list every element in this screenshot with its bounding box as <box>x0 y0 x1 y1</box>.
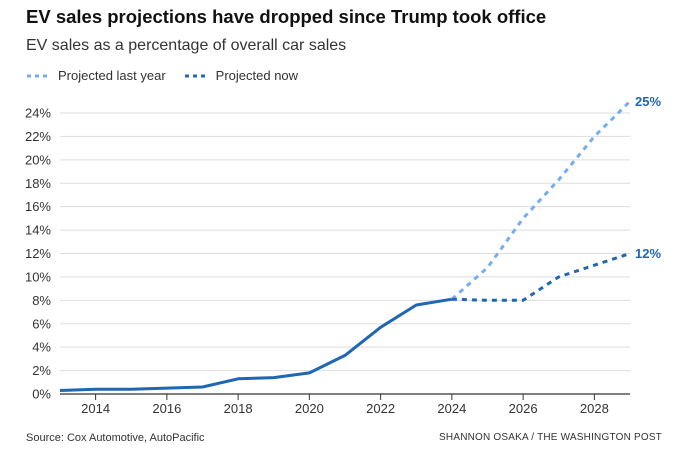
legend-label-projected-last-year: Projected last year <box>58 68 166 83</box>
y-tick-label-14: 14% <box>25 223 51 238</box>
line-chart: 0% 2% 4% 6% 8% 10% 12% 14% 16% 18% 20% 22% 24% 2014 20… <box>25 94 661 416</box>
chart-subtitle: EV sales as a percentage of overall car … <box>26 37 347 54</box>
legend-swatch-projected-now <box>184 74 209 77</box>
y-tick-label-24: 24% <box>25 106 51 121</box>
series-line-projected-last-year <box>450 100 632 301</box>
x-tick-label-2026: 2026 <box>509 401 538 416</box>
legend-swatch-projected-last-year <box>27 74 51 77</box>
source-note: Source: Cox Automotive, AutoPacific <box>26 432 205 444</box>
series-line-projected-now <box>451 252 631 302</box>
legend-item-projected-now: Projected now <box>184 68 298 83</box>
x-tick-label-2016: 2016 <box>152 401 181 416</box>
chart-title: EV sales projections have dropped since … <box>26 6 547 27</box>
legend-item-projected-last-year: Projected last year <box>26 68 166 83</box>
x-tick-label-2028: 2028 <box>580 401 609 416</box>
x-tick-label-2018: 2018 <box>224 401 253 416</box>
x-tick-label-2022: 2022 <box>366 401 395 416</box>
end-label-projected-now: 12% <box>635 246 661 261</box>
y-tick-label-10: 10% <box>25 269 51 284</box>
y-tick-label-12: 12% <box>25 246 51 261</box>
y-tick-label-16: 16% <box>25 199 51 214</box>
series-line-actual <box>59 297 453 392</box>
y-tick-label-6: 6% <box>32 316 51 331</box>
x-tick-label-2024: 2024 <box>437 401 466 416</box>
chart-legend: Projected last year Projected now <box>26 68 316 83</box>
credit-line: SHANNON OSAKA / THE WASHINGTON POST <box>439 432 662 443</box>
y-tick-label-4: 4% <box>32 340 51 355</box>
legend-label-projected-now: Projected now <box>215 68 299 83</box>
y-tick-label-22: 22% <box>25 129 51 144</box>
x-tick-label-2020: 2020 <box>295 401 324 416</box>
y-tick-label-20: 20% <box>25 152 51 167</box>
y-tick-label-0: 0% <box>32 387 51 402</box>
y-tick-label-2: 2% <box>32 363 51 378</box>
y-tick-label-18: 18% <box>25 176 51 191</box>
x-tick-label-2014: 2014 <box>81 401 110 416</box>
y-tick-label-8: 8% <box>32 293 51 308</box>
end-label-projected-last-year: 25% <box>635 94 661 109</box>
